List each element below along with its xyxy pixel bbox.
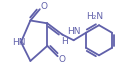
Text: O: O xyxy=(41,2,48,11)
Text: H₂N: H₂N xyxy=(86,12,103,21)
Text: O: O xyxy=(59,55,66,64)
Text: HN: HN xyxy=(12,38,26,47)
Text: HN: HN xyxy=(67,27,80,36)
Text: H: H xyxy=(61,37,68,46)
